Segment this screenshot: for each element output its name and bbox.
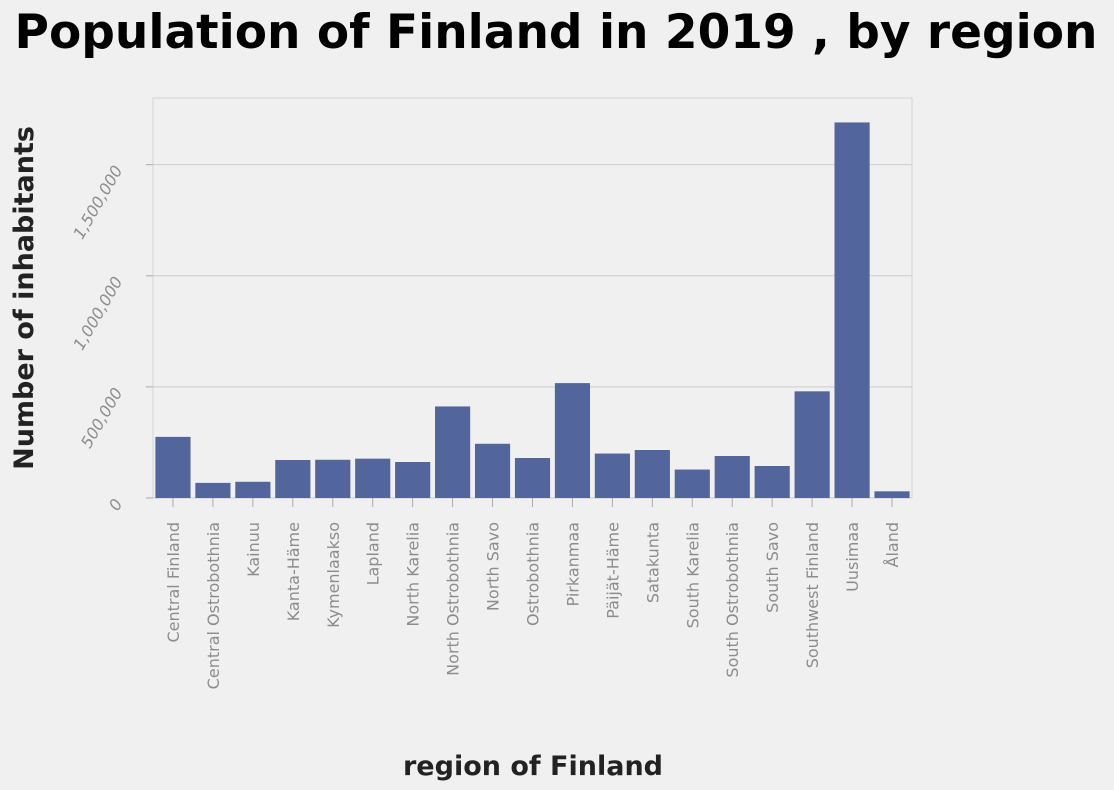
- x-tick-label: South Karelia: [683, 522, 702, 628]
- bar: [594, 453, 630, 498]
- bar: [395, 462, 431, 498]
- x-tick-label: Päijät-Häme: [603, 522, 622, 619]
- x-tick-label: Åland: [883, 522, 902, 568]
- y-tick-label: 0: [105, 496, 127, 514]
- x-tick-label: North Savo: [484, 522, 503, 611]
- bar: [754, 466, 790, 498]
- y-tick-label: 1,000,000: [69, 273, 126, 353]
- bar: [435, 406, 471, 498]
- bar: [195, 482, 231, 498]
- x-axis-title: region of Finland: [403, 751, 663, 782]
- bar: [554, 383, 591, 498]
- bar: [874, 491, 910, 498]
- axes: 0 500,000 1,000,000 1,500,000 Central Finlan…: [69, 162, 902, 689]
- bar: [834, 122, 870, 498]
- x-tick-label: Kymenlaakso: [324, 522, 343, 628]
- y-tick-label: 1,500,000: [69, 162, 126, 242]
- bar: [275, 460, 311, 498]
- x-tick-label: Central Ostrobothnia: [204, 522, 223, 689]
- bar: [674, 469, 710, 498]
- chart-title: Population of Finland in 2019 , by regio…: [15, 5, 1098, 60]
- bar: [794, 391, 830, 498]
- bar: [514, 458, 551, 498]
- bar-series: [155, 122, 910, 498]
- x-tick-label: North Karelia: [404, 522, 423, 627]
- bar: [315, 459, 351, 498]
- bar: [155, 436, 191, 498]
- x-tick-label: Lapland: [364, 522, 383, 585]
- x-tick-label: Central Finland: [164, 522, 183, 643]
- x-tick-label: North Ostrobothnia: [444, 522, 463, 676]
- x-tick-label: Satakunta: [643, 522, 662, 603]
- bar: [235, 481, 271, 498]
- bar: [634, 450, 670, 498]
- x-tick-label: Ostrobothnia: [524, 522, 543, 626]
- y-tick-label: 500,000: [77, 384, 127, 451]
- x-tick-label: South Ostrobothnia: [723, 522, 742, 678]
- x-tick-label: Uusimaa: [843, 522, 862, 592]
- bar: [714, 456, 750, 498]
- bar: [474, 443, 511, 498]
- y-axis-title: Number of inhabitants: [9, 126, 40, 470]
- bar: [355, 458, 391, 498]
- x-tick-label: Southwest Finland: [803, 522, 822, 668]
- x-tick-label: Kanta-Häme: [284, 522, 303, 621]
- x-tick-label: South Savo: [763, 522, 782, 613]
- x-tick-label: Pirkanmaa: [563, 522, 582, 606]
- x-tick-label: Kainuu: [244, 522, 263, 577]
